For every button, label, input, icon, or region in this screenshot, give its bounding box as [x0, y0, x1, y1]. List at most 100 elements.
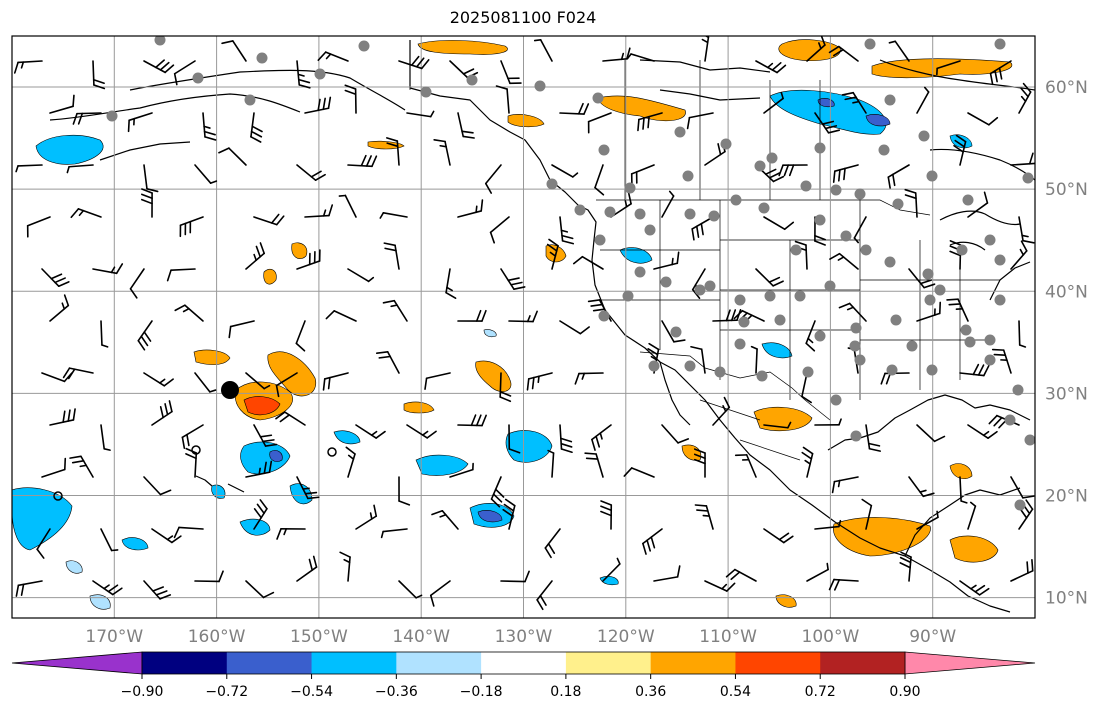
wind-barb: [457, 414, 487, 427]
coastline: [659, 361, 691, 426]
wind-barb: [379, 212, 408, 219]
negative-anomaly-area: [240, 441, 291, 475]
station-dot: [824, 280, 836, 292]
station-dot: [860, 244, 872, 256]
wind-barb: [526, 372, 553, 391]
station-dot: [924, 294, 936, 306]
wind-barb: [502, 498, 516, 530]
station-dot: [1024, 434, 1035, 446]
coastline: [99, 141, 191, 161]
colorbar-segment: [142, 652, 228, 674]
wind-barb: [916, 510, 939, 530]
station-dot: [546, 178, 558, 190]
wind-barb: [49, 294, 70, 322]
wind-barb: [253, 424, 278, 447]
colorbar-tick-label: −0.72: [205, 684, 248, 700]
wind-barb: [832, 164, 859, 183]
station-dot: [670, 326, 682, 338]
wind-barb: [322, 372, 349, 391]
station-dot: [850, 430, 862, 442]
calm-wind-circle: [53, 491, 63, 501]
wind-barb: [861, 498, 873, 530]
wind-barb: [185, 447, 198, 478]
wind-barb: [202, 112, 217, 141]
colorbar-tick-label: 0.18: [550, 684, 581, 700]
weak-negative-anomaly-area: [483, 329, 497, 338]
wind-barb: [41, 457, 67, 478]
coastline: [949, 241, 986, 251]
station-dot: [734, 294, 746, 306]
station-dot: [814, 142, 826, 154]
colorbar-extend-min: [11, 651, 143, 675]
wind-barb: [36, 528, 51, 559]
station-dot: [926, 170, 938, 182]
colorbar-tick-label: −0.54: [290, 684, 333, 700]
station-dot: [598, 310, 610, 322]
wind-barb: [143, 372, 174, 387]
colorbar-outline: [141, 651, 906, 675]
wind-barb: [500, 268, 526, 291]
wind-barb: [49, 408, 76, 426]
coastlines: [49, 40, 1035, 613]
wind-barb: [704, 580, 736, 592]
station-dot: [534, 80, 546, 92]
calm-wind-circle: [327, 447, 337, 457]
station-dot: [244, 94, 256, 106]
wind-barb: [296, 555, 318, 582]
wind-barb: [626, 53, 655, 62]
wind-barb: [41, 268, 70, 288]
station-dot: [604, 206, 616, 218]
strong-negative-anomaly-area: [269, 450, 283, 462]
station-dot: [960, 324, 972, 336]
station-dot: [994, 38, 1006, 50]
station-dot: [794, 290, 806, 302]
station-dot: [684, 208, 696, 220]
colorbar: [11, 651, 1036, 675]
wind-barb: [838, 302, 867, 322]
wind-barb: [345, 446, 356, 478]
longitude-tick-label: 150°W: [290, 627, 348, 647]
negative-anomaly-area: [761, 342, 793, 359]
wind-barb: [296, 60, 311, 89]
wind-barb: [763, 421, 792, 429]
wind-barb: [100, 424, 111, 451]
wind-barb: [967, 424, 998, 439]
wind-barb: [829, 252, 859, 270]
wind-barb: [500, 570, 530, 583]
wind-barb: [828, 45, 859, 62]
wind-barb: [559, 424, 573, 454]
wind-barb: [690, 345, 706, 374]
wind-barb: [967, 112, 999, 126]
wind-barb: [100, 320, 109, 348]
wind-barb: [296, 249, 321, 270]
wind-barb: [587, 112, 612, 134]
wind-barb: [406, 110, 435, 118]
wind-barb: [276, 528, 306, 540]
station-dot: [734, 338, 746, 350]
wind-barb: [398, 476, 411, 506]
station-dot: [634, 266, 646, 278]
wind-barb: [841, 91, 867, 114]
station-dot: [906, 340, 918, 352]
longitude-tick-label: 110°W: [699, 627, 757, 647]
wind-barb: [801, 446, 814, 478]
coastline: [939, 210, 1021, 226]
station-dot: [154, 36, 166, 46]
station-dot: [850, 322, 862, 334]
negative-anomaly-area: [333, 430, 361, 445]
positive-anomaly-area: [263, 268, 277, 285]
wind-barb: [693, 448, 706, 478]
wind-barb: [559, 320, 590, 335]
longitude-tick-label: 160°W: [188, 627, 246, 647]
station-dot: [802, 366, 814, 378]
wind-barb: [398, 55, 430, 70]
colorbar-segment: [650, 652, 736, 674]
anomaly-shading: [12, 39, 1013, 610]
station-dot: [962, 194, 974, 206]
wind-barb: [433, 139, 451, 166]
station-dot: [720, 138, 732, 150]
calm-wind-circle: [191, 445, 201, 455]
wind-barb: [245, 372, 271, 390]
wind-barb: [623, 467, 655, 478]
wind-barb: [151, 528, 182, 544]
